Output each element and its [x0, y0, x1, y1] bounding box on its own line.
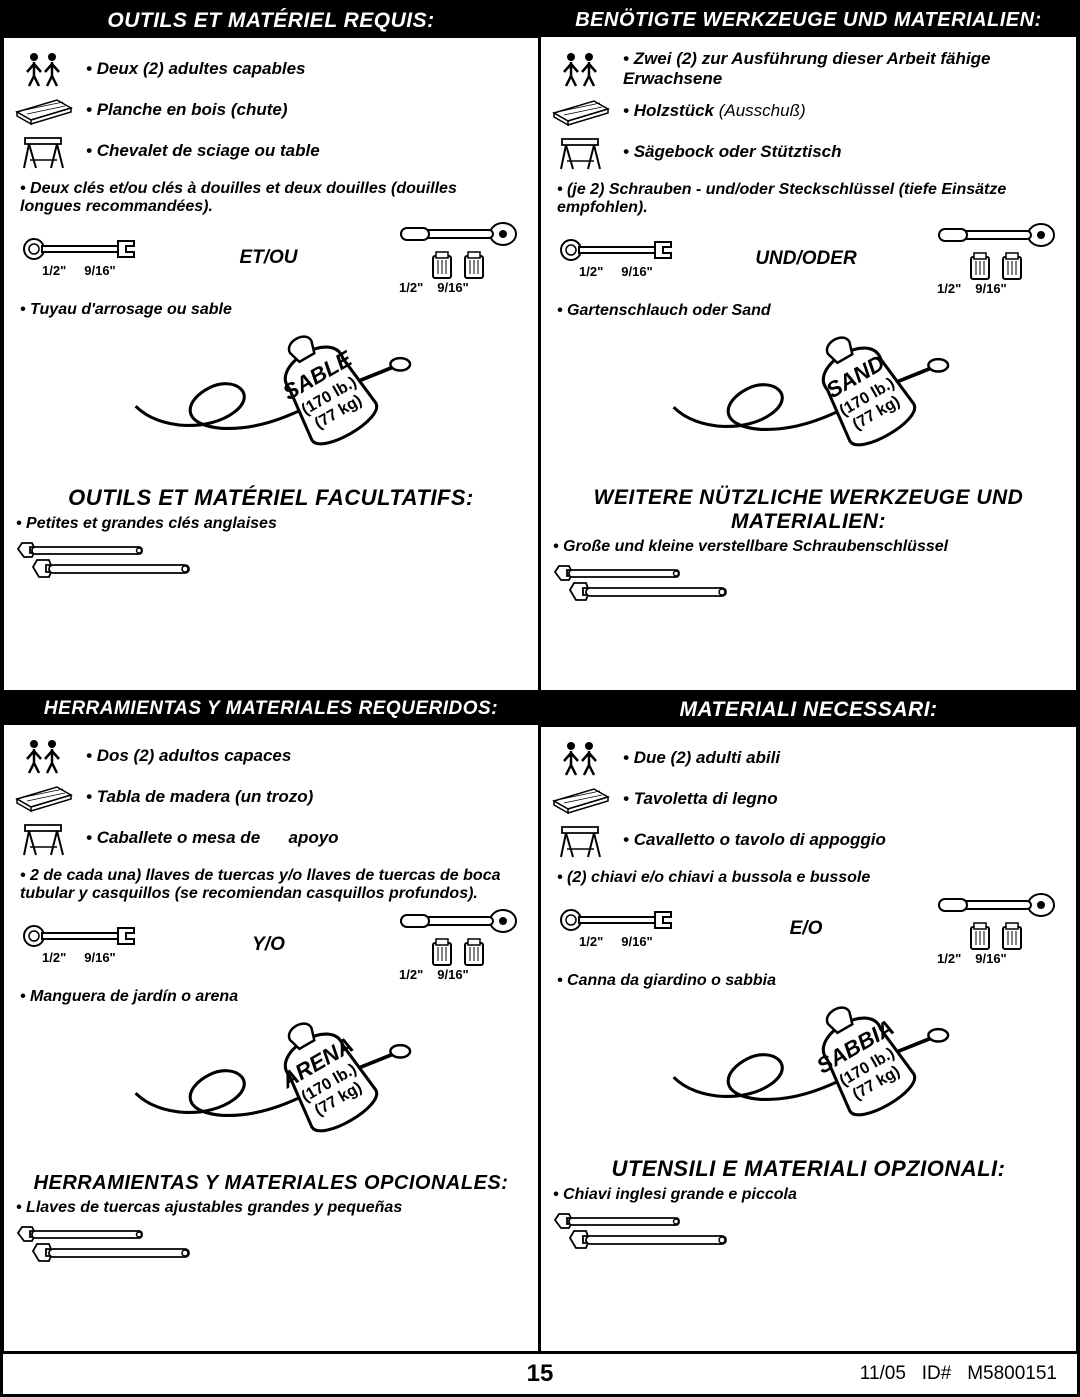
socket-icon [969, 921, 991, 951]
header-optional-de: WEITERE NÜTZLICHE WERKZEUGE UND MATERIAL… [541, 480, 1076, 536]
footer-id: 11/05 ID# M5800151 [860, 1363, 1057, 1385]
combo-wrench-icon [22, 924, 142, 950]
sand-diagram-fr: SABLE (170 lb.) (77 kg) [14, 325, 528, 475]
header-required-it: MATERIALI NECESSARI: [541, 693, 1076, 727]
bullet-sawhorse-es: • Caballete o mesa de apoyo [86, 828, 339, 848]
socket-icon [1001, 251, 1023, 281]
bullet-wrenches-de: • (je 2) Schrauben - und/oder Steckschlü… [551, 177, 1066, 219]
wrench-diagram-de: 1/2"9/16" UND/ODER 1/2"9/16" [551, 219, 1066, 298]
socket-icon [431, 250, 453, 280]
bullet-adults-it: • Due (2) adulti abili [623, 748, 780, 768]
bullet-board-it: • Tavoletta di legno [623, 789, 778, 809]
andor-fr: ET/OU [150, 247, 387, 269]
combo-wrench-icon [559, 908, 679, 934]
quadrant-fr: OUTILS ET MATÉRIEL REQUIS: • Deux (2) ad… [3, 3, 540, 692]
quadrant-it: MATERIALI NECESSARI: • Due (2) adulti ab… [540, 692, 1077, 1352]
footer: 15 11/05 ID# M5800151 [3, 1354, 1077, 1394]
ratchet-icon [395, 220, 520, 248]
board-icon [14, 94, 74, 126]
header-optional-it: UTENSILI E MATERIALI OPZIONALI: [541, 1150, 1076, 1184]
ratchet-icon [933, 221, 1058, 249]
page-number: 15 [527, 1360, 554, 1388]
quadrant-es: HERRAMIENTAS Y MATERIALES REQUERIDOS: • … [3, 692, 540, 1352]
size-half: 1/2" [42, 263, 66, 278]
sawhorse-icon [551, 133, 611, 171]
people-icon [551, 739, 611, 777]
people-icon [551, 50, 611, 88]
bullet-adults-es: • Dos (2) adultos capaces [86, 746, 291, 766]
adj-wrench-icon [4, 1219, 538, 1275]
bullet-wrenches-fr: • Deux clés et/ou clés à douilles et deu… [14, 176, 528, 218]
bullet-adults-de: • Zwei (2) zur Ausführung dieser Arbeit … [623, 49, 1066, 89]
grid-4up: OUTILS ET MATÉRIEL REQUIS: • Deux (2) ad… [3, 3, 1077, 1354]
bullet-hose-it: • Canna da giardino o sabbia [551, 968, 1066, 992]
sawhorse-icon [14, 819, 74, 857]
sand-diagram-it: SABBIA (170 lb.) (77 kg) [551, 996, 1066, 1146]
adj-wrench-icon [4, 535, 538, 591]
ratchet-icon [933, 891, 1058, 919]
combo-wrench-icon [559, 238, 679, 264]
bullet-adjwrench-fr: • Petites et grandes clés anglaises [4, 513, 538, 535]
sawhorse-icon [551, 821, 611, 859]
bullet-board-de: • Holzstück (Ausschuß) [623, 101, 806, 121]
socket-icon [463, 937, 485, 967]
socket-icon [463, 250, 485, 280]
adj-wrench-icon [541, 558, 1076, 614]
size-916: 9/16" [84, 263, 115, 278]
bullet-board-fr: • Planche en bois (chute) [86, 100, 288, 120]
header-optional-es: HERRAMIENTAS Y MATERIALES OPCIONALES: [4, 1166, 538, 1197]
sand-diagram-de: SAND (170 lb.) (77 kg) [551, 326, 1066, 476]
bullet-hose-es: • Manguera de jardín o arena [14, 984, 528, 1008]
header-required-fr: OUTILS ET MATÉRIEL REQUIS: [4, 4, 538, 38]
bullet-adjwrench-es: • Llaves de tuercas ajustables grandes y… [4, 1197, 538, 1219]
bullet-wrenches-es: • 2 de cada una) llaves de tuercas y/o l… [14, 863, 528, 905]
people-icon [14, 737, 74, 775]
header-required-de: BENÖTIGTE WERKZEUGE UND MATERIALIEN: [541, 4, 1076, 37]
socket-icon [969, 251, 991, 281]
board-icon [551, 783, 611, 815]
wrench-diagram-es: 1/2"9/16" Y/O 1/2"9/16" [14, 905, 528, 984]
page: OUTILS ET MATÉRIEL REQUIS: • Deux (2) ad… [0, 0, 1080, 1397]
sand-diagram-es: ARENA (170 lb.) (77 kg) [14, 1012, 528, 1162]
socket-icon [431, 937, 453, 967]
bullet-adjwrench-it: • Chiavi inglesi grande e piccola [541, 1184, 1076, 1206]
sawhorse-icon [14, 132, 74, 170]
adj-wrench-icon [541, 1206, 1076, 1262]
bullet-adults-fr: • Deux (2) adultes capables [86, 59, 306, 79]
andor-es: Y/O [150, 934, 387, 956]
header-optional-fr: OUTILS ET MATÉRIEL FACULTATIFS: [4, 479, 538, 513]
andor-it: E/O [687, 918, 925, 940]
people-icon [14, 50, 74, 88]
quadrant-de: BENÖTIGTE WERKZEUGE UND MATERIALIEN: • Z… [540, 3, 1077, 692]
bullet-sawhorse-it: • Cavalletto o tavolo di appoggio [623, 830, 886, 850]
wrench-diagram-fr: 1/2"9/16" ET/OU 1/2"9/16" [14, 218, 528, 297]
bullet-sawhorse-fr: • Chevalet de sciage ou table [86, 141, 320, 161]
bullet-hose-fr: • Tuyau d'arrosage ou sable [14, 297, 528, 321]
andor-de: UND/ODER [687, 248, 925, 270]
combo-wrench-icon [22, 237, 142, 263]
ratchet-icon [395, 907, 520, 935]
socket-icon [1001, 921, 1023, 951]
bullet-adjwrench-de: • Große und kleine verstellbare Schraube… [541, 536, 1076, 558]
wrench-diagram-it: 1/2"9/16" E/O 1/2"9/16" [551, 889, 1066, 968]
board-icon [551, 95, 611, 127]
board-icon [14, 781, 74, 813]
bullet-sawhorse-de: • Sägebock oder Stütztisch [623, 142, 842, 162]
bullet-wrenches-it: • (2) chiavi e/o chiavi a bussola e buss… [551, 865, 1066, 889]
header-required-es: HERRAMIENTAS Y MATERIALES REQUERIDOS: [4, 693, 538, 725]
bullet-board-es: • Tabla de madera (un trozo) [86, 787, 313, 807]
bullet-hose-de: • Gartenschlauch oder Sand [551, 298, 1066, 322]
